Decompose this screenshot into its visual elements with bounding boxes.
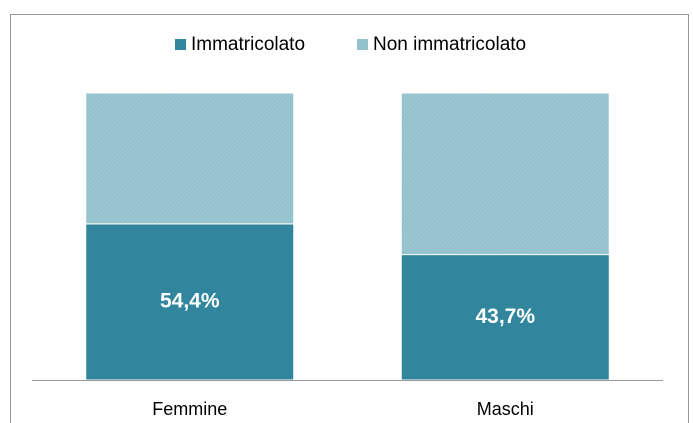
legend-label: Immatricolato — [191, 34, 305, 55]
x-tick-label: Maschi — [477, 399, 534, 419]
legend-swatch — [357, 39, 368, 50]
bar-segment — [400, 92, 610, 256]
legend-swatch — [175, 39, 186, 50]
legend-label: Non immatricolato — [373, 34, 526, 55]
bar-segment — [400, 254, 610, 381]
data-label: 54,4% — [160, 289, 220, 312]
x-tick-label: Femmine — [152, 399, 227, 419]
data-label: 43,7% — [475, 305, 535, 328]
bar-segment — [85, 92, 295, 225]
frame — [10, 14, 689, 423]
